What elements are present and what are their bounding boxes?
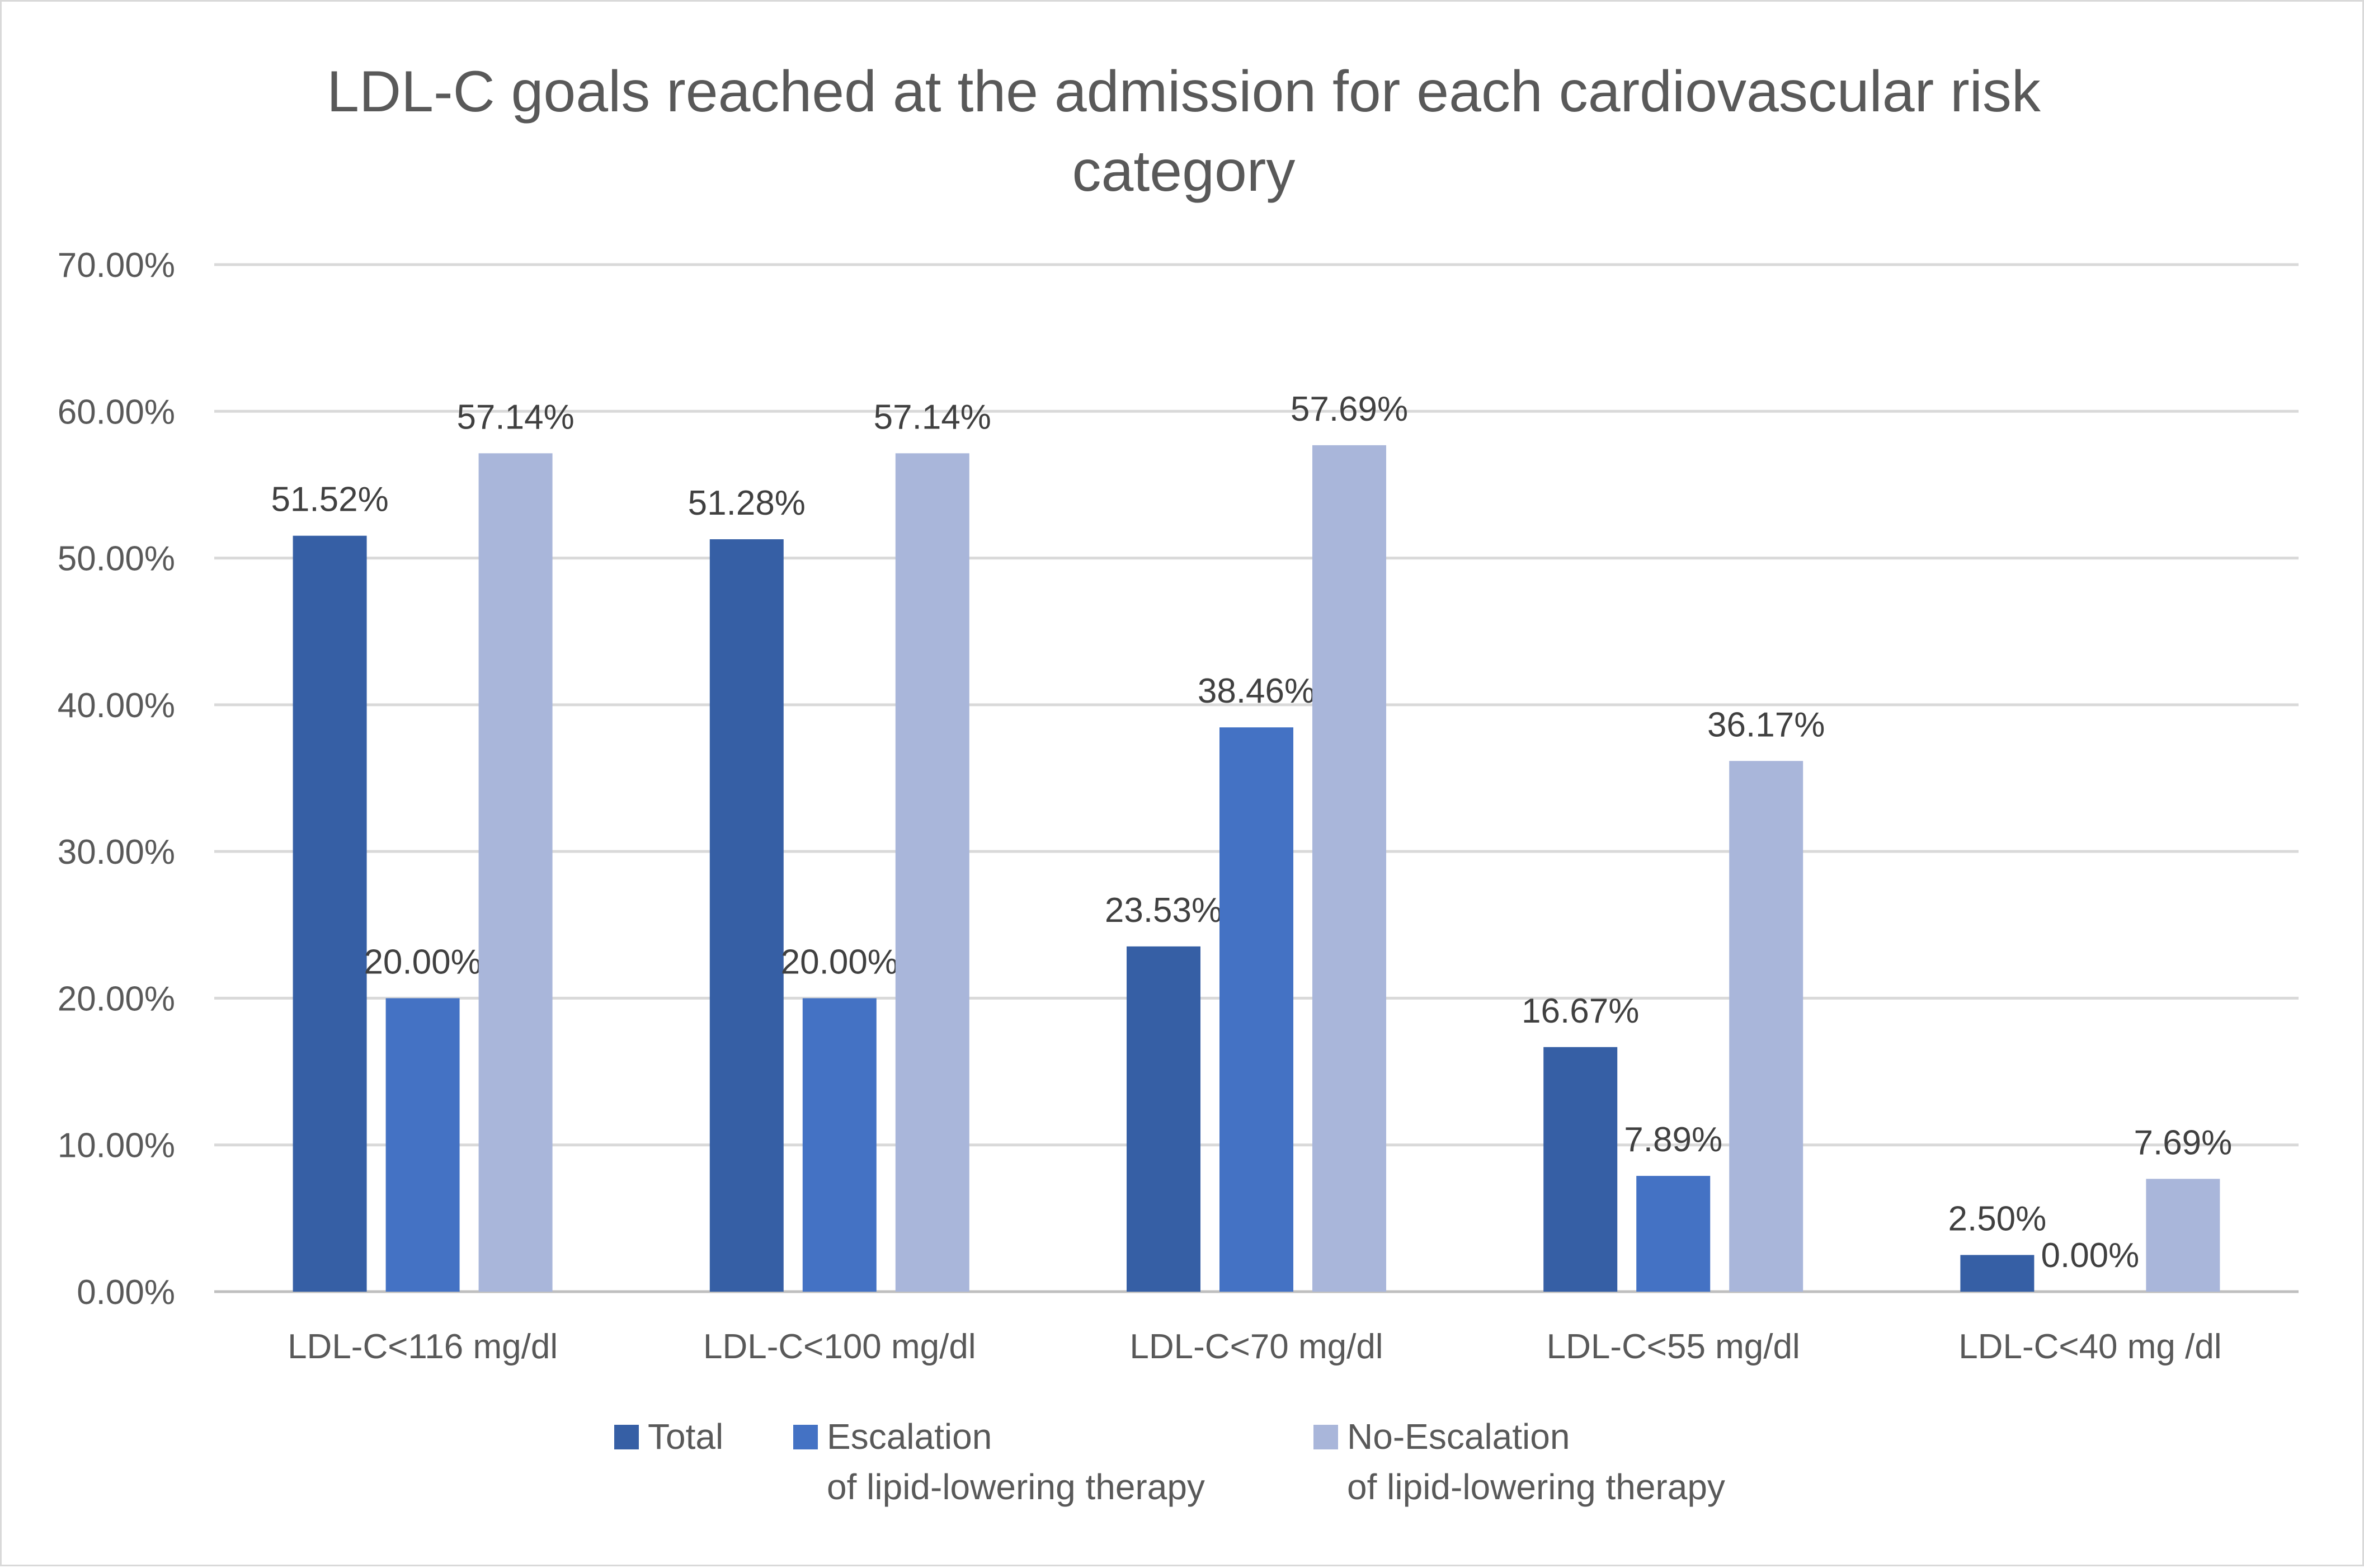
bar (1543, 1047, 1618, 1292)
legend-label: Total (648, 1416, 724, 1457)
data-label: 57.69% (1291, 390, 1408, 429)
legend-item: Escalation of lipid-lowering therapy (793, 1411, 1205, 1512)
legend-label: Escalation of lipid-lowering therapy (827, 1416, 1205, 1507)
bar (293, 535, 367, 1292)
bar (1127, 946, 1200, 1292)
data-label: 36.17% (1707, 705, 1825, 744)
data-label: 51.52% (271, 481, 388, 519)
data-label: 20.00% (781, 943, 898, 981)
legend-swatch (614, 1425, 639, 1449)
bar (1960, 1255, 2035, 1292)
bar (802, 998, 877, 1292)
y-tick-label: 10.00% (58, 1127, 175, 1165)
legend-item: No-Escalation of lipid-lowering therapy (1313, 1411, 1725, 1512)
data-label: 7.89% (1624, 1120, 1722, 1159)
data-label: 0.00% (2041, 1236, 2139, 1275)
data-label: 57.14% (874, 398, 991, 436)
data-label: 7.69% (2134, 1123, 2232, 1162)
data-label: 23.53% (1105, 891, 1222, 930)
bar (2146, 1179, 2220, 1292)
x-tick-label: LDL-C<55 mg/dl (1547, 1327, 1800, 1366)
legend-swatch (1313, 1425, 1338, 1449)
y-tick-label: 70.00% (58, 246, 175, 285)
y-tick-label: 50.00% (58, 540, 175, 578)
y-tick-label: 0.00% (77, 1273, 175, 1312)
data-label: 57.14% (456, 398, 574, 436)
bar (478, 453, 553, 1292)
y-tick-label: 30.00% (58, 833, 175, 872)
bar (1729, 761, 1803, 1292)
chart-title: LDL-C goals reached at the admission for… (327, 59, 2041, 204)
bar (1219, 727, 1293, 1292)
bar (709, 539, 784, 1292)
bar (1312, 445, 1386, 1292)
y-tick-label: 20.00% (58, 980, 175, 1018)
legend-swatch (793, 1425, 818, 1449)
data-label: 20.00% (364, 943, 481, 981)
data-label: 16.67% (1522, 992, 1639, 1030)
bar (385, 998, 460, 1292)
bar (895, 453, 969, 1292)
legend: Total Escalation of lipid-lowering therap… (2, 1411, 2364, 1523)
x-tick-label: LDL-C<40 mg /dl (1958, 1327, 2221, 1366)
x-tick-label: LDL-C<70 mg/dl (1129, 1327, 1383, 1366)
x-tick-label: LDL-C<100 mg/dl (703, 1327, 976, 1366)
bar (1636, 1176, 1711, 1292)
x-tick-label: LDL-C<116 mg/dl (288, 1327, 558, 1366)
data-label: 2.50% (1948, 1199, 2046, 1238)
y-tick-label: 40.00% (58, 686, 175, 725)
data-label: 51.28% (688, 484, 806, 522)
legend-item: Total (614, 1411, 723, 1462)
y-tick-label: 60.00% (58, 393, 175, 431)
legend-label: No-Escalation of lipid-lowering therapy (1347, 1416, 1725, 1507)
data-label: 38.46% (1198, 672, 1315, 710)
